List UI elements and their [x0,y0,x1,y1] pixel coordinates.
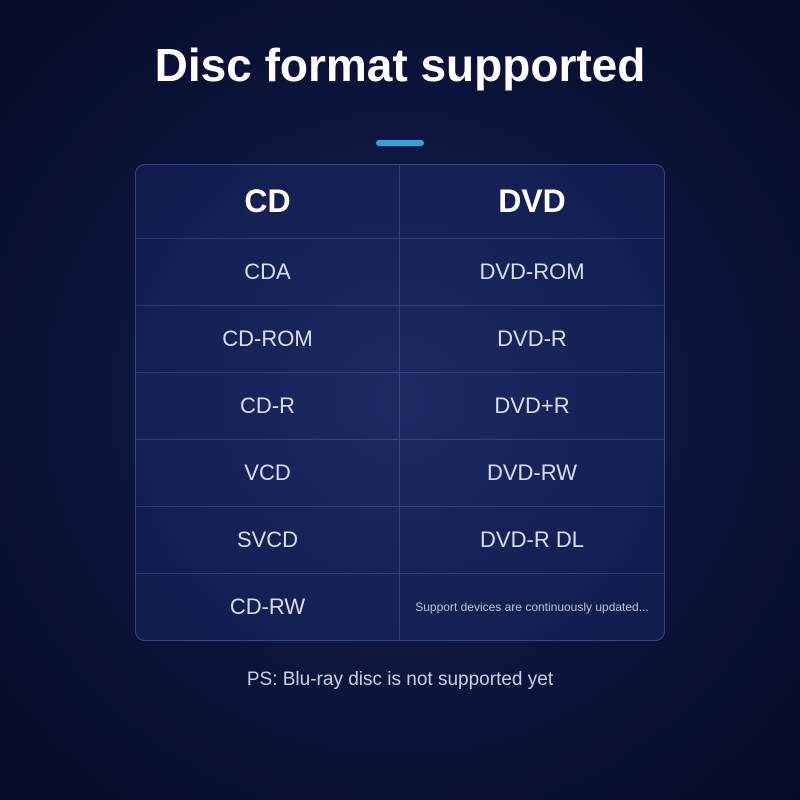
table-cell: DVD-R DL [400,507,664,574]
page-title: Disc format supported [155,38,646,92]
table-cell: DVD-ROM [400,239,664,306]
table-cell: CDA [136,239,400,306]
table-cell: CD-R [136,373,400,440]
footer-note: PS: Blu-ray disc is not supported yet [247,669,553,691]
table-cell: DVD+R [400,373,664,440]
table-cell: SVCD [136,507,400,574]
table-cell: CD-ROM [136,306,400,373]
column-header-dvd: DVD [400,165,664,239]
table-update-note: Support devices are continuously updated… [400,574,664,640]
table-cell: DVD-RW [400,440,664,507]
accent-bar [376,140,424,146]
table-cell: DVD-R [400,306,664,373]
table-cell: CD-RW [136,574,400,640]
column-header-cd: CD [136,165,400,239]
format-table: CD DVD CDA DVD-ROM CD-ROM DVD-R CD-R DVD… [135,164,665,641]
table-cell: VCD [136,440,400,507]
